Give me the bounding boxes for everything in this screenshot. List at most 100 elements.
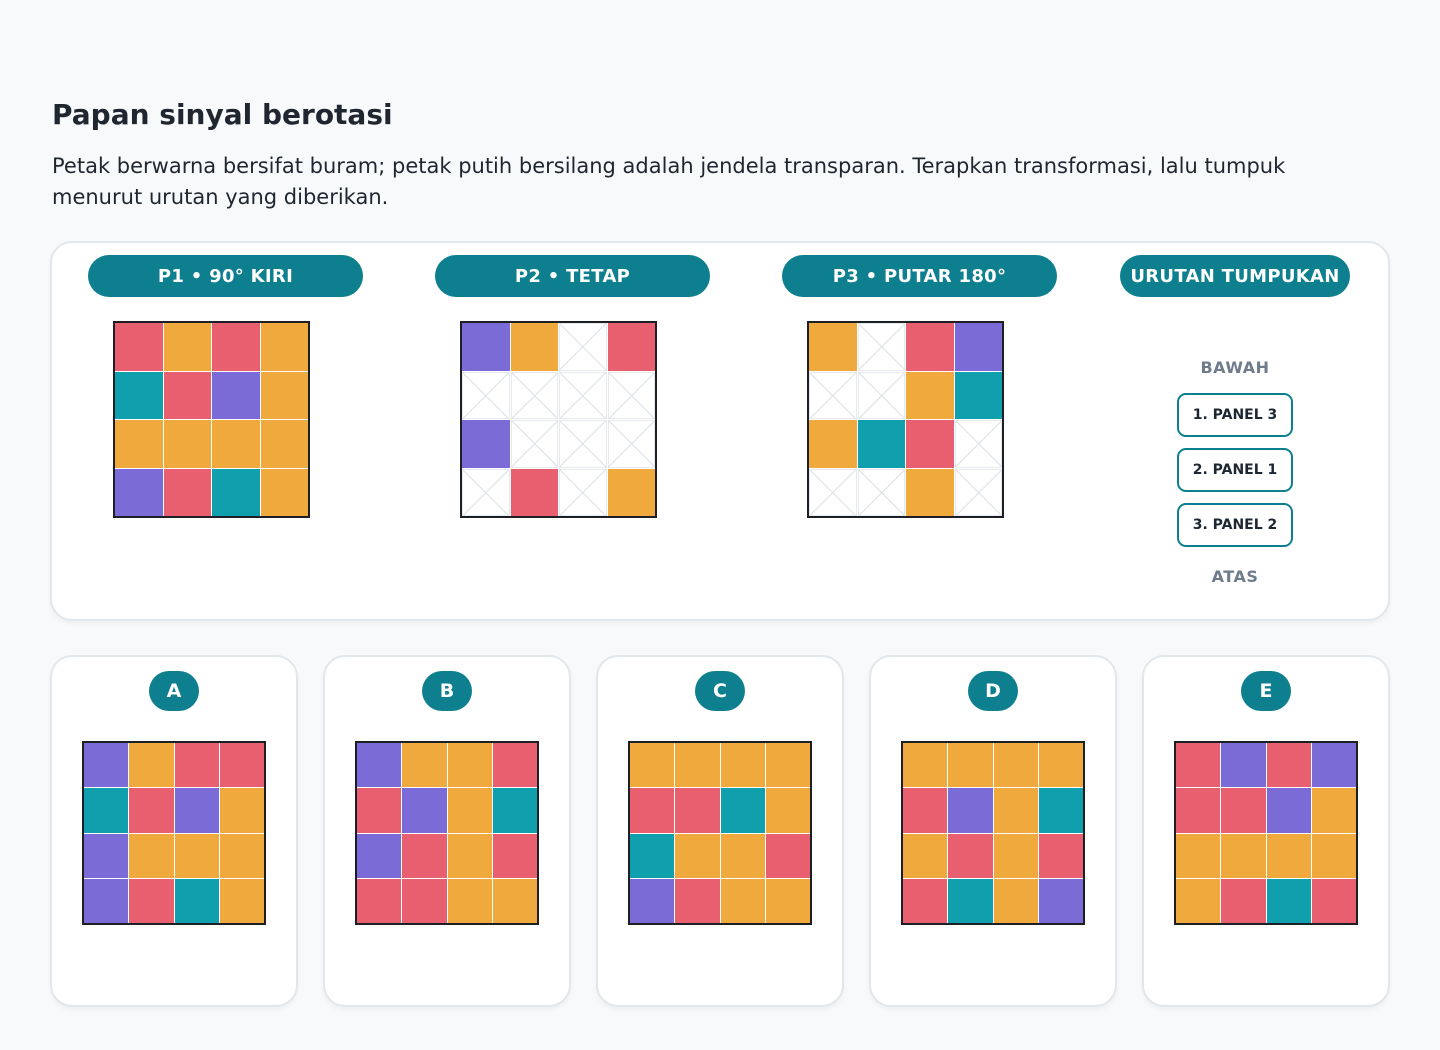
colored-cell <box>129 833 174 878</box>
option-c-grid[interactable] <box>628 741 812 925</box>
colored-cell <box>510 468 558 516</box>
colored-cell <box>809 420 857 468</box>
colored-cell <box>607 468 655 516</box>
panel-1-label: P1 • 90° KIRI <box>88 255 363 297</box>
colored-cell <box>260 468 308 516</box>
colored-cell <box>1266 743 1311 788</box>
colored-cell <box>357 833 402 878</box>
colored-cell <box>675 788 720 833</box>
colored-cell <box>115 323 163 371</box>
colored-cell <box>1311 788 1356 833</box>
colored-cell <box>765 878 810 923</box>
colored-cell <box>630 833 675 878</box>
colored-cell <box>1266 788 1311 833</box>
colored-cell <box>1221 788 1266 833</box>
option-c-badge[interactable]: C <box>695 671 745 711</box>
colored-cell <box>720 833 765 878</box>
colored-cell <box>357 878 402 923</box>
colored-cell <box>174 878 219 923</box>
transparent-cell <box>462 468 510 516</box>
colored-cell <box>857 420 905 468</box>
colored-cell <box>948 743 993 788</box>
transparent-cell <box>809 371 857 419</box>
option-d-grid[interactable] <box>901 741 1085 925</box>
colored-cell <box>1176 833 1221 878</box>
colored-cell <box>129 878 174 923</box>
option-a-badge[interactable]: A <box>149 671 199 711</box>
colored-cell <box>765 833 810 878</box>
cross-icon <box>559 468 607 516</box>
colored-cell <box>906 323 954 371</box>
transparent-cell <box>607 420 655 468</box>
colored-cell <box>607 323 655 371</box>
colored-cell <box>260 420 308 468</box>
panel-2-grid <box>460 321 657 518</box>
panel-1-grid <box>113 321 310 518</box>
cross-icon <box>857 468 905 516</box>
colored-cell <box>219 878 264 923</box>
cross-icon <box>510 371 558 419</box>
colored-cell <box>260 323 308 371</box>
colored-cell <box>1221 743 1266 788</box>
colored-cell <box>675 743 720 788</box>
option-a-grid[interactable] <box>82 741 266 925</box>
colored-cell <box>1176 788 1221 833</box>
transparent-cell <box>559 371 607 419</box>
colored-cell <box>1266 878 1311 923</box>
option-b-badge[interactable]: B <box>422 671 472 711</box>
colored-cell <box>84 743 129 788</box>
colored-cell <box>809 323 857 371</box>
transparent-cell <box>559 468 607 516</box>
option-b-grid[interactable] <box>355 741 539 925</box>
cross-icon <box>462 468 510 516</box>
colored-cell <box>903 878 948 923</box>
colored-cell <box>163 323 211 371</box>
colored-cell <box>447 833 492 878</box>
colored-cell <box>720 878 765 923</box>
colored-cell <box>462 420 510 468</box>
option-d-badge[interactable]: D <box>968 671 1018 711</box>
transparent-cell <box>510 420 558 468</box>
colored-cell <box>903 788 948 833</box>
colored-cell <box>510 323 558 371</box>
colored-cell <box>115 371 163 419</box>
cross-icon <box>607 420 655 468</box>
panel-3-grid <box>807 321 1004 518</box>
transparent-cell <box>462 371 510 419</box>
cross-icon <box>559 420 607 468</box>
colored-cell <box>357 743 402 788</box>
transparent-cell <box>954 420 1002 468</box>
colored-cell <box>402 878 447 923</box>
colored-cell <box>115 420 163 468</box>
colored-cell <box>462 323 510 371</box>
option-e-badge[interactable]: E <box>1241 671 1291 711</box>
colored-cell <box>219 788 264 833</box>
stack-top-label: ATAS <box>1211 567 1259 586</box>
transparent-cell <box>857 468 905 516</box>
colored-cell <box>163 420 211 468</box>
transparent-cell <box>857 371 905 419</box>
colored-cell <box>115 468 163 516</box>
page-title: Papan sinyal berotasi <box>52 98 393 131</box>
cross-icon <box>559 323 607 371</box>
option-e-grid[interactable] <box>1174 741 1358 925</box>
stack-bottom-label: BAWAH <box>1200 358 1270 377</box>
panel-2-label: P2 • TETAP <box>435 255 710 297</box>
colored-cell <box>1038 878 1083 923</box>
colored-cell <box>993 833 1038 878</box>
colored-cell <box>260 371 308 419</box>
colored-cell <box>492 833 537 878</box>
cross-icon <box>857 371 905 419</box>
colored-cell <box>906 468 954 516</box>
stack-order-title: URUTAN TUMPUKAN <box>1120 255 1350 297</box>
colored-cell <box>630 788 675 833</box>
colored-cell <box>1311 743 1356 788</box>
colored-cell <box>954 323 1002 371</box>
colored-cell <box>720 788 765 833</box>
colored-cell <box>1221 833 1266 878</box>
cross-icon <box>607 371 655 419</box>
cross-icon <box>809 371 857 419</box>
colored-cell <box>948 878 993 923</box>
colored-cell <box>84 788 129 833</box>
colored-cell <box>1038 743 1083 788</box>
